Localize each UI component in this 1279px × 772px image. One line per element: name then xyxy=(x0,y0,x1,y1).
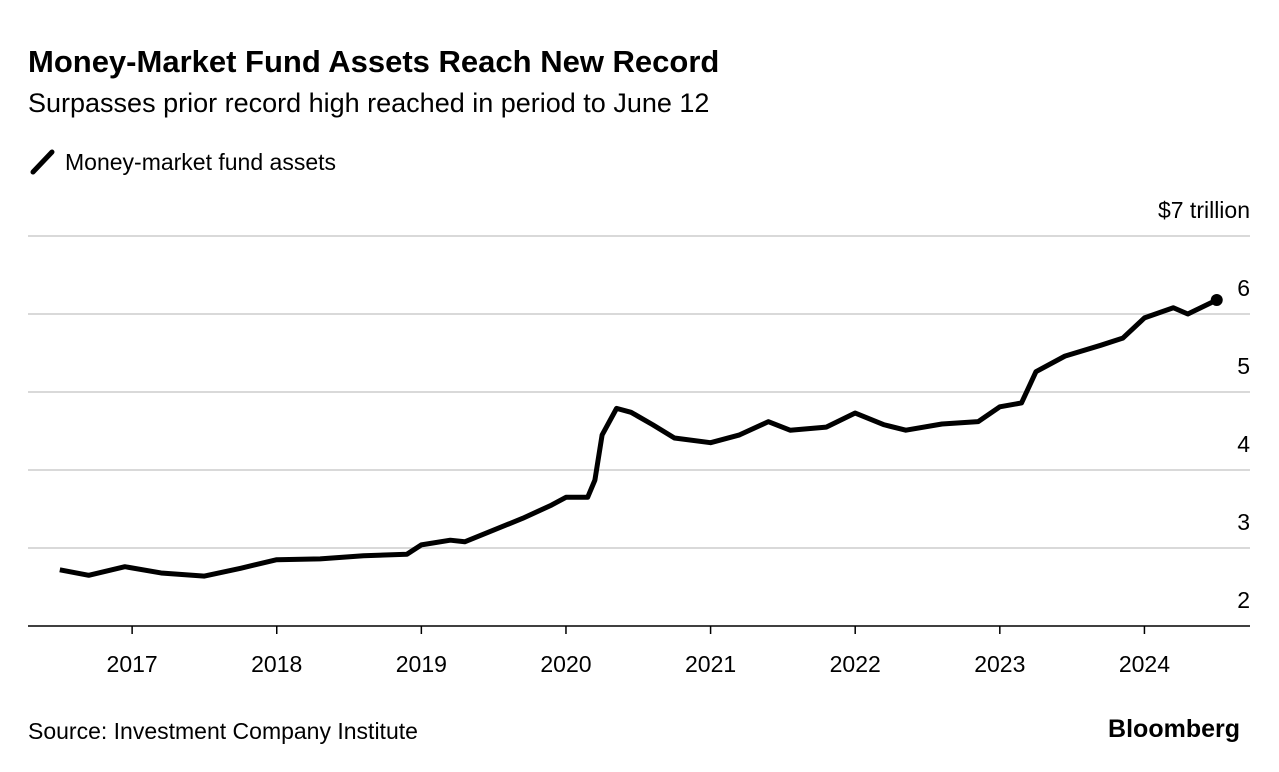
x-tick-label: 2022 xyxy=(830,651,881,677)
y-tick-label: 4 xyxy=(1237,431,1250,457)
y-tick-label: 6 xyxy=(1237,275,1250,301)
y-tick-label: 5 xyxy=(1237,353,1250,379)
x-tick-label: 2023 xyxy=(974,651,1025,677)
legend-icon xyxy=(30,149,55,175)
data-line xyxy=(59,297,1218,579)
y-tick-label: $7 trillion xyxy=(1158,197,1250,223)
x-tick-label: 2020 xyxy=(540,651,591,677)
x-tick-label: 2017 xyxy=(107,651,158,677)
x-tick-label: 2018 xyxy=(251,651,302,677)
y-tick-label: 3 xyxy=(1237,509,1250,535)
source: Source: Investment Company Institute xyxy=(28,718,418,744)
end-point xyxy=(1210,293,1223,306)
x-tick-label: 2019 xyxy=(396,651,447,677)
x-tick-label: 2021 xyxy=(685,651,736,677)
x-tick-label: 2024 xyxy=(1119,651,1170,677)
legend-label: Money-market fund assets xyxy=(65,149,336,175)
chart-title: Money-Market Fund Assets Reach New Recor… xyxy=(28,44,719,79)
chart-subtitle: Surpasses prior record high reached in p… xyxy=(28,88,709,118)
y-tick-label: 2 xyxy=(1237,587,1250,613)
brand: Bloomberg xyxy=(1108,715,1240,743)
